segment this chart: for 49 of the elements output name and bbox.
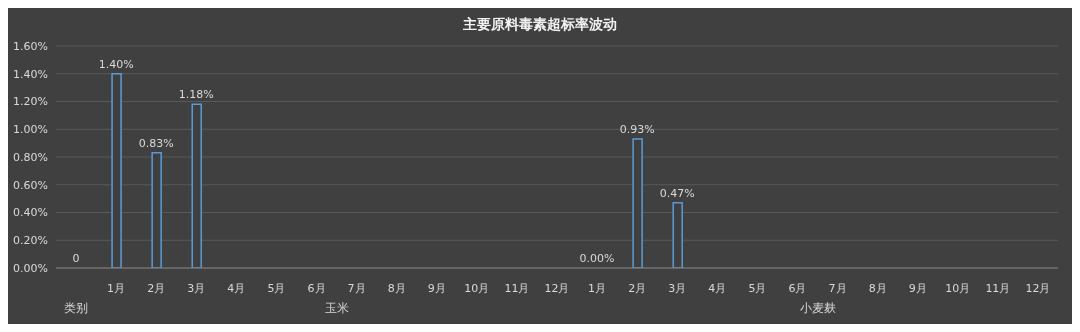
y-tick-label: 0.00% (13, 261, 48, 275)
x-tick-label: 8月 (868, 281, 887, 295)
x-tick-label: 2月 (147, 281, 166, 295)
x-tick-label: 5月 (267, 281, 286, 295)
x-tick-label: 11月 (985, 281, 1011, 295)
x-tick-label: 1月 (588, 281, 607, 295)
x-tick-label: 2月 (628, 281, 647, 295)
x-tick-label: 9月 (427, 281, 446, 295)
bar (191, 103, 202, 268)
x-tick-label: 8月 (387, 281, 406, 295)
x-tick-label: 12月 (1025, 281, 1051, 295)
x-tick-label: 4月 (708, 281, 727, 295)
x-tick-label: 3月 (668, 281, 687, 295)
data-label: 0 (72, 252, 80, 265)
x-tick-label: 6月 (788, 281, 807, 295)
data-label: 0.83% (138, 136, 174, 150)
x-tick-label: 10月 (945, 281, 971, 295)
bar (632, 138, 643, 268)
y-tick-label: 0.40% (13, 206, 48, 220)
y-tick-label: 0.80% (13, 150, 48, 164)
data-label: 1.40% (98, 57, 134, 71)
x-tick-label: 6月 (307, 281, 326, 295)
x-tick-label: 4月 (227, 281, 246, 295)
x-tick-label: 9月 (908, 281, 927, 295)
y-tick-label: 0.20% (13, 234, 48, 248)
x-tick-label: 7月 (347, 281, 366, 295)
bar (151, 152, 162, 268)
chart-title: 主要原料毒素超标率波动 (462, 16, 618, 34)
data-label: 1.18% (178, 88, 214, 102)
text: 小麦麸 (798, 300, 837, 317)
bar (111, 73, 122, 268)
y-tick-label: 0.60% (13, 178, 48, 192)
data-label: 0.00% (579, 252, 615, 265)
y-tick-label: 1.20% (13, 95, 48, 109)
data-label: 0.93% (619, 122, 655, 136)
x-tick-label: 11月 (504, 281, 530, 295)
x-tick-label: 3月 (187, 281, 206, 295)
x-tick-label: 10月 (464, 281, 490, 295)
y-tick-label: 1.60% (13, 39, 48, 53)
y-tick-label: 1.00% (13, 123, 48, 137)
text: 类别 (63, 300, 90, 317)
x-tick-label: 7月 (828, 281, 847, 295)
data-label: 0.47% (659, 186, 695, 200)
x-tick-label: 1月 (107, 281, 126, 295)
text: 玉米 (323, 300, 350, 317)
x-tick-label: 12月 (544, 281, 570, 295)
x-tick-label: 5月 (748, 281, 767, 295)
y-tick-label: 1.40% (13, 67, 48, 81)
bar (672, 202, 683, 268)
